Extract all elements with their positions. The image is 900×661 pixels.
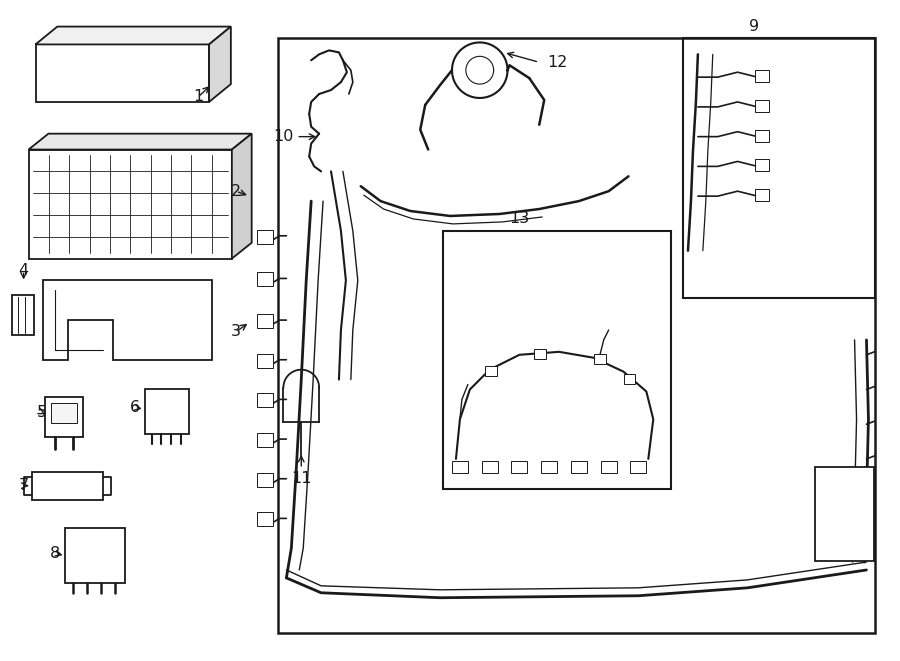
Text: 6: 6 [130,400,140,415]
Bar [814,467,875,561]
Bar [571,461,587,473]
Bar [600,461,617,473]
Bar [535,349,546,359]
Polygon shape [29,134,252,149]
Text: 3: 3 [230,325,241,340]
Bar [256,393,273,407]
Bar [256,354,273,368]
Bar [594,354,606,364]
Bar [683,38,876,298]
Bar [511,461,527,473]
Bar [755,70,770,82]
Polygon shape [232,134,252,258]
Text: 1: 1 [193,89,203,104]
Bar [256,272,273,286]
Text: 8: 8 [50,545,60,561]
Bar [755,130,770,141]
Bar [482,461,498,473]
Text: 9: 9 [750,19,760,34]
Bar [443,231,671,488]
Polygon shape [43,280,212,360]
Text: 12: 12 [547,55,568,70]
Bar [256,230,273,244]
Text: 13: 13 [509,212,529,227]
Bar [631,461,646,473]
Bar [51,403,77,423]
Bar [29,149,232,258]
Text: 4: 4 [19,263,29,278]
Text: 11: 11 [291,471,311,486]
Bar [45,397,83,437]
Text: 10: 10 [274,129,293,144]
Bar [256,314,273,328]
Bar [32,472,103,500]
Bar [755,159,770,171]
Polygon shape [35,44,209,102]
Bar [12,295,33,335]
Polygon shape [35,26,231,44]
Bar [541,461,557,473]
Bar [452,461,468,473]
Text: 2: 2 [230,184,241,199]
Bar [755,100,770,112]
Bar [256,512,273,526]
Text: 5: 5 [36,405,47,420]
Bar [145,389,189,434]
Bar [278,38,876,633]
Bar [485,366,497,375]
Bar [66,528,125,583]
Bar [256,473,273,486]
Bar [624,373,635,383]
Text: 7: 7 [19,478,29,493]
Polygon shape [209,26,231,102]
Bar [256,433,273,447]
Bar [755,189,770,201]
